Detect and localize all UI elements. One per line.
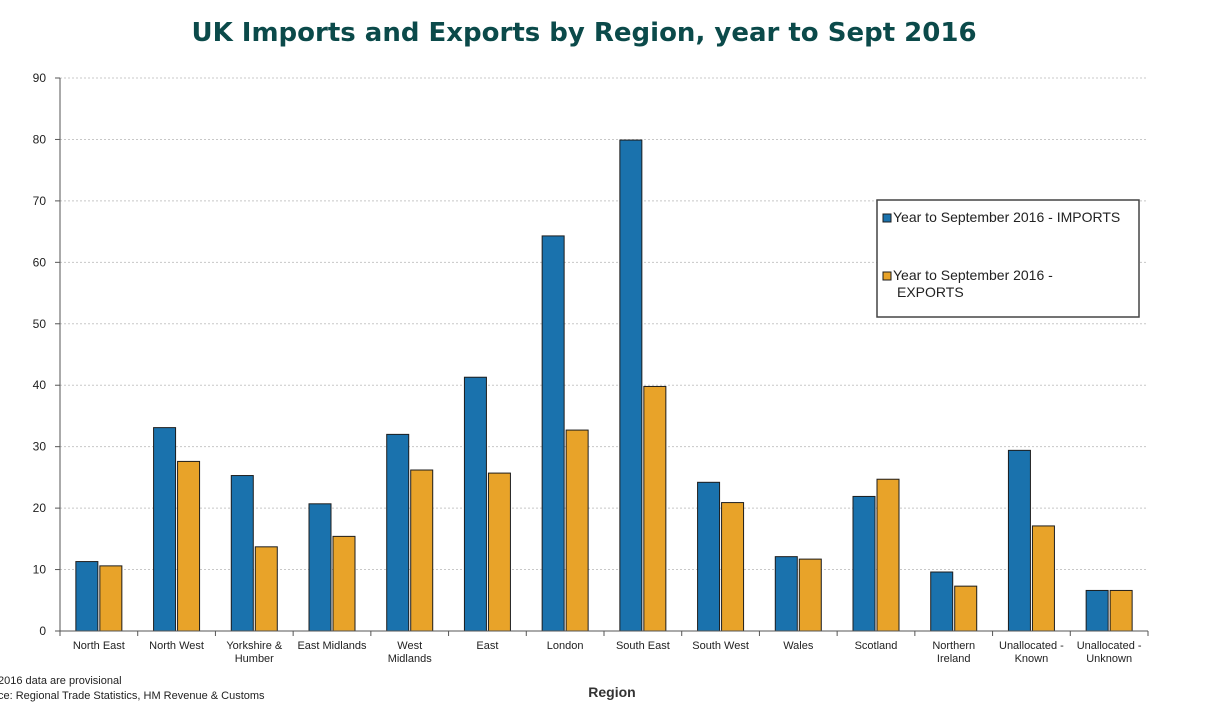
y-tick-label: 80 — [33, 132, 47, 146]
legend-label-exports: Year to September 2016 -EXPORTS — [893, 267, 1053, 300]
bar-imports — [463, 376, 487, 632]
bar-exports — [332, 535, 356, 632]
bar-imports — [619, 139, 643, 632]
x-tick-label: North East — [73, 640, 125, 652]
bar-imports — [930, 571, 954, 632]
bar-imports — [386, 433, 410, 632]
bar-exports — [565, 429, 589, 632]
x-tick-label: South East — [616, 640, 670, 652]
y-tick-label: 70 — [33, 194, 47, 208]
legend-box — [876, 199, 1140, 318]
x-tick-label: South West — [692, 640, 749, 652]
bar-exports — [798, 558, 822, 632]
footnote-source: ce: Regional Trade Statistics, HM Revenu… — [0, 690, 265, 702]
bar-imports — [153, 427, 177, 632]
bars — [75, 139, 1133, 632]
bar-imports — [774, 556, 798, 632]
legend-swatch-imports — [882, 213, 892, 223]
x-tick-label: Unallocated -Unknown — [1077, 640, 1142, 665]
bar-imports — [852, 495, 876, 632]
bar-exports — [487, 472, 511, 632]
y-tick-label: 10 — [33, 563, 47, 577]
y-tick-label: 90 — [33, 71, 47, 85]
x-tick-label: Wales — [783, 640, 814, 652]
gridlines — [60, 77, 1148, 571]
x-tick-label: West Midlands — [388, 640, 433, 665]
y-tick-label: 20 — [33, 501, 47, 515]
bar-exports — [721, 502, 745, 632]
legend: Year to September 2016 - IMPORTS Year to … — [876, 199, 1140, 318]
x-tick-label: Unallocated -Known — [999, 640, 1064, 665]
bar-imports — [1007, 449, 1031, 632]
bar-exports — [99, 565, 123, 632]
bar-exports — [177, 460, 201, 632]
x-axis-title: Region — [588, 684, 635, 700]
bar-imports — [541, 235, 565, 632]
bar-imports — [230, 475, 254, 632]
legend-label-imports: Year to September 2016 - IMPORTS — [893, 209, 1120, 225]
bar-exports — [643, 385, 667, 632]
x-tick-label: East — [476, 640, 498, 652]
x-tick-label: Scotland — [855, 640, 898, 652]
bar-exports — [954, 585, 978, 632]
y-tick-label: 60 — [33, 255, 47, 269]
y-axis: 0 10 20 30 40 50 60 70 80 90 — [33, 71, 61, 638]
bar-exports — [1031, 525, 1055, 632]
bar-imports — [75, 561, 99, 632]
y-tick-label: 0 — [39, 624, 46, 638]
bar-imports — [308, 503, 332, 632]
y-tick-label: 30 — [33, 440, 47, 454]
bar-imports — [1085, 589, 1109, 632]
bar-exports — [876, 478, 900, 632]
y-tick-label: 40 — [33, 378, 47, 392]
bar-exports — [254, 546, 278, 632]
x-tick-label: Yorkshire & Humber — [226, 640, 283, 665]
y-tick-label: 50 — [33, 317, 47, 331]
bar-exports — [410, 469, 434, 632]
legend-swatch-exports — [882, 271, 892, 281]
x-axis: North East North West Yorkshire & Humber Eas… — [59, 630, 1149, 665]
x-tick-label: East Midlands — [297, 640, 367, 652]
footnote-provisional: 2016 data are provisional — [0, 675, 122, 687]
bar-imports — [697, 481, 721, 632]
chart-title: UK Imports and Exports by Region, year t… — [191, 18, 977, 48]
x-tick-label: Northern Ireland — [932, 640, 975, 665]
x-tick-label: North West — [149, 640, 204, 652]
bar-exports — [1109, 589, 1133, 632]
x-tick-label: London — [547, 640, 584, 652]
